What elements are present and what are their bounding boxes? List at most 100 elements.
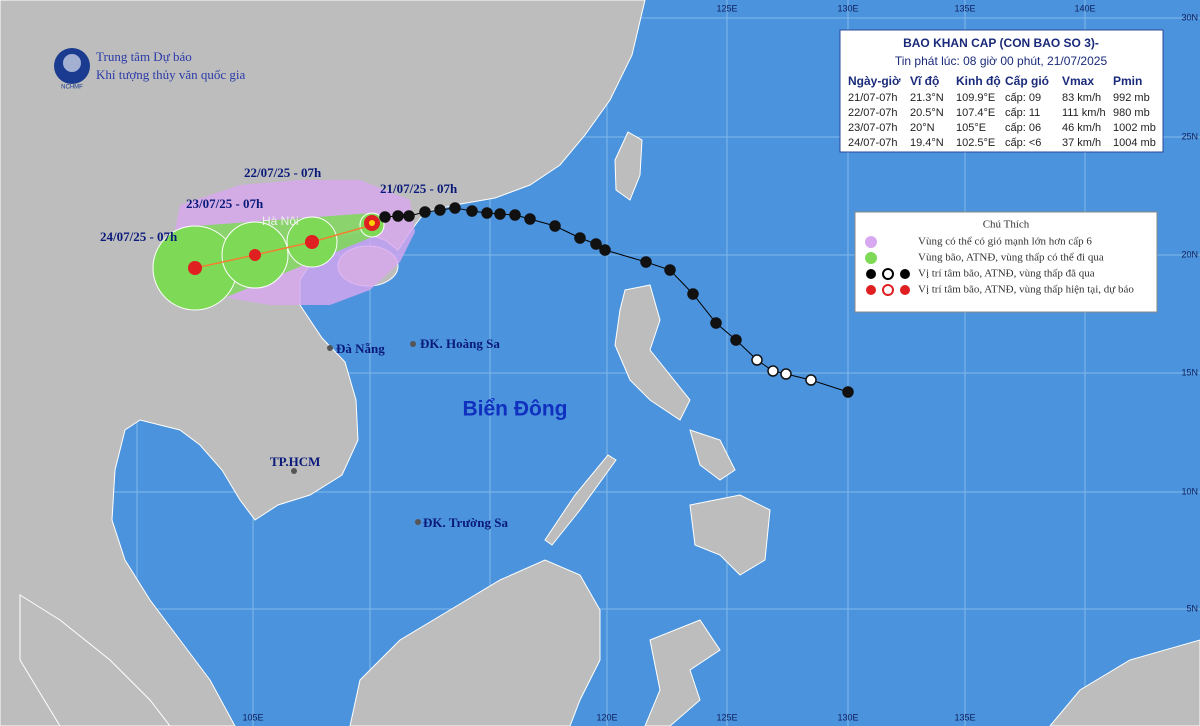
legend-item: Vị trí tâm bão, ATNĐ, vùng thấp đã qua — [918, 268, 1095, 280]
lon-label: 125E — [716, 3, 737, 13]
legend-box — [854, 211, 1158, 313]
place-dot — [291, 468, 297, 474]
table-cell: 19.4°N — [910, 137, 944, 149]
borneo — [349, 559, 601, 726]
track-point — [434, 204, 446, 216]
lat-label: 25N — [1181, 131, 1198, 141]
mainland — [0, 0, 646, 726]
track-point — [687, 288, 699, 300]
forecast-point — [305, 235, 319, 249]
track-point — [751, 354, 763, 366]
lon-label: 130E — [837, 3, 858, 13]
table-cell: 37 km/h — [1062, 137, 1101, 149]
legend-icon — [865, 236, 877, 248]
track-point — [403, 210, 415, 222]
track-point — [466, 205, 478, 217]
legend-item: Vị trí tâm bão, ATNĐ, vùng thấp hiện tại… — [918, 284, 1134, 296]
org-line: Trung tâm Dự báo — [96, 49, 192, 64]
track-point — [449, 202, 461, 214]
legend-icon — [865, 252, 877, 264]
taiwan — [614, 131, 643, 201]
visayas — [689, 429, 736, 481]
lon-label: 125E — [716, 712, 737, 722]
place-dot — [415, 519, 421, 525]
lon-label: 140E — [1074, 3, 1095, 13]
track-point — [392, 210, 404, 222]
forecast-point — [249, 249, 261, 261]
place-label: Hà Nội — [262, 214, 299, 228]
place-dot — [327, 345, 333, 351]
sea-label: Biển Đông — [463, 398, 568, 421]
current-point-core — [369, 220, 375, 226]
track-point — [379, 211, 391, 223]
track-point — [767, 365, 779, 377]
table-header: Kinh độ — [956, 74, 1001, 88]
track-point — [710, 317, 722, 329]
track-point — [805, 374, 817, 386]
luzon — [614, 284, 691, 421]
track-point — [599, 244, 611, 256]
table-cell: cấp: 09 — [1005, 92, 1041, 104]
track-point — [730, 334, 742, 346]
table-cell: 1002 mb — [1113, 122, 1156, 134]
table-cell: 980 mb — [1113, 107, 1150, 119]
lat-label: 10N — [1181, 486, 1198, 496]
table-header: Vĩ độ — [910, 74, 939, 88]
table-cell: 23/07-07h — [848, 122, 898, 134]
legend-icon — [866, 284, 910, 296]
track-point — [524, 213, 536, 225]
mindanao — [689, 494, 771, 576]
place-label: ĐK. Trường Sa — [423, 515, 508, 530]
table-cell: 21/07-07h — [848, 92, 898, 104]
forecast-label: 24/07/25 - 07h — [100, 229, 178, 244]
table-cell: 24/07-07h — [848, 137, 898, 149]
table-cell: 992 mb — [1113, 92, 1150, 104]
track-point — [419, 206, 431, 218]
track-point — [494, 208, 506, 220]
table-header: Vmax — [1062, 74, 1094, 88]
bulletin-box — [839, 29, 1164, 153]
table-cell: 46 km/h — [1062, 122, 1101, 134]
table-cell: 109.9°E — [956, 92, 995, 104]
table-cell: 20.5°N — [910, 107, 944, 119]
legend-item: Vùng có thể có gió mạnh lớn hơn cấp 6 — [918, 236, 1092, 248]
forecast-label: 22/07/25 - 07h — [244, 165, 322, 180]
bulletin-issued: Tin phát lúc: 08 giờ 00 phút, 21/07/2025 — [895, 54, 1108, 68]
forecast-point — [188, 261, 202, 275]
table-header: Pmin — [1113, 74, 1142, 88]
sulawesi — [644, 619, 721, 726]
forecast-label: 23/07/25 - 07h — [186, 196, 264, 211]
place-label: ĐK. Hoàng Sa — [420, 336, 500, 351]
table-cell: cấp: 06 — [1005, 122, 1041, 134]
table-cell: 1004 mb — [1113, 137, 1156, 149]
lon-label: 135E — [954, 712, 975, 722]
lon-label: 120E — [596, 712, 617, 722]
palawan — [544, 454, 617, 546]
table-cell: 22/07-07h — [848, 107, 898, 119]
track-point — [842, 386, 854, 398]
table-cell: 102.5°E — [956, 137, 995, 149]
lat-label: 5N — [1186, 603, 1198, 613]
table-cell: 107.4°E — [956, 107, 995, 119]
lon-label: 135E — [954, 3, 975, 13]
org-line: Khí tượng thủy văn quốc gia — [96, 67, 246, 82]
place-label: TP.HCM — [270, 454, 320, 469]
lat-label: 30N — [1181, 12, 1198, 22]
table-header: Cấp gió — [1005, 74, 1049, 88]
forecast-points — [188, 215, 380, 275]
logo-text: NCHMF — [61, 85, 83, 91]
track-point — [640, 256, 652, 268]
lon-label: 105E — [242, 712, 263, 722]
legend-icon — [866, 268, 910, 280]
track-point — [590, 238, 602, 250]
table-cell: 105°E — [956, 122, 986, 134]
table-cell: 111 km/h — [1062, 107, 1106, 119]
track-point — [549, 220, 561, 232]
forecast-track — [194, 224, 373, 269]
lat-label: 20N — [1181, 249, 1198, 259]
table-header: Ngày-giờ — [848, 74, 901, 88]
table-cell: 20°N — [910, 122, 935, 134]
lon-label: 130E — [837, 712, 858, 722]
place-dot — [410, 341, 416, 347]
